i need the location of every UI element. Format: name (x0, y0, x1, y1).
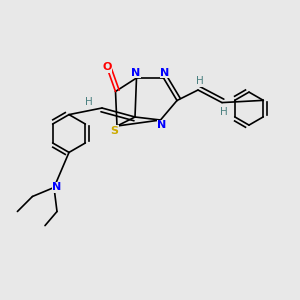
Text: N: N (131, 68, 140, 78)
Text: H: H (85, 97, 92, 107)
Text: N: N (52, 182, 62, 193)
Text: H: H (196, 76, 203, 86)
Text: S: S (111, 125, 119, 136)
Text: N: N (158, 120, 166, 130)
Text: O: O (102, 62, 112, 73)
Text: H: H (220, 106, 227, 117)
Text: N: N (160, 68, 169, 78)
